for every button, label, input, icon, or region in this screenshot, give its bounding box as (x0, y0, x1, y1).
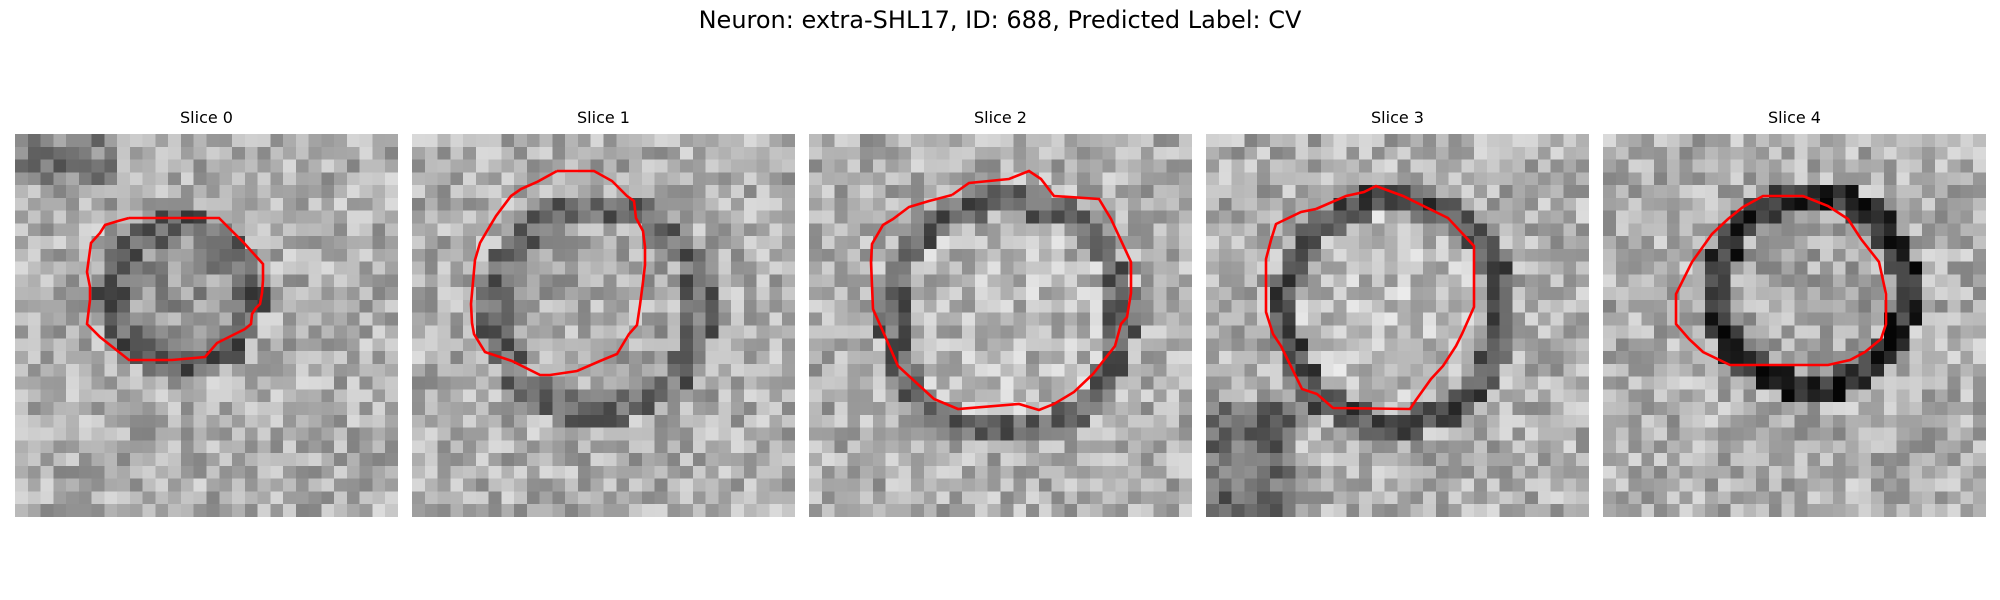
figure-title: Neuron: extra-SHL17, ID: 688, Predicted … (698, 6, 1302, 34)
segmentation-contour (1674, 194, 1888, 367)
slice-image-2 (809, 134, 1192, 517)
slice-panel-0: Slice 0 (15, 108, 398, 538)
slice-image-3 (1206, 134, 1589, 517)
slice-image-4 (1603, 134, 1986, 517)
slice-title-0: Slice 0 (180, 108, 233, 127)
slice-title-1: Slice 1 (577, 108, 630, 127)
grayscale-microscopy-image (809, 134, 1192, 517)
slice-panel-3: Slice 3 (1206, 108, 1589, 538)
grayscale-microscopy-image (412, 134, 795, 517)
segmentation-contour (85, 216, 265, 362)
grayscale-microscopy-image (1603, 134, 1986, 517)
grayscale-microscopy-image (15, 134, 398, 517)
slice-panel-1: Slice 1 (412, 108, 795, 538)
slice-image-0 (15, 134, 398, 517)
segmentation-contour (469, 169, 647, 377)
slice-title-2: Slice 2 (974, 108, 1027, 127)
slice-panel-4: Slice 4 (1603, 108, 1986, 538)
segmentation-contour (869, 169, 1133, 412)
slice-image-1 (412, 134, 795, 517)
slice-title-4: Slice 4 (1768, 108, 1821, 127)
slice-title-3: Slice 3 (1371, 108, 1424, 127)
slice-panel-2: Slice 2 (809, 108, 1192, 538)
segmentation-contour (1264, 184, 1476, 411)
